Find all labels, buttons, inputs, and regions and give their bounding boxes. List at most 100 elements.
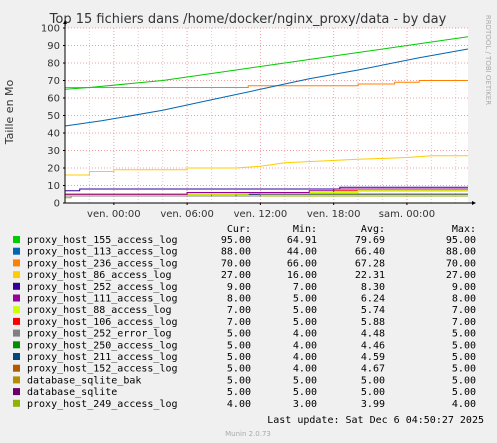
legend-value-avg: 66.40 — [355, 247, 385, 258]
legend-value-cur: 7.00 — [227, 305, 251, 316]
legend-series-name: proxy_host_113_access_log — [27, 247, 178, 258]
legend-value-min: 5.00 — [293, 317, 317, 328]
legend-swatch — [13, 341, 20, 349]
legend-value-avg: 22.31 — [355, 270, 385, 281]
legend-value-max: 27.00 — [446, 270, 476, 281]
legend-header-min: Min: — [293, 224, 317, 235]
legend-value-max: 9.00 — [452, 282, 476, 293]
legend-series-name: proxy_host_88_access_log — [27, 305, 172, 316]
legend-swatch — [13, 236, 20, 243]
legend-swatch — [13, 271, 20, 279]
legend-swatch — [13, 376, 20, 384]
legend-value-min: 16.00 — [287, 270, 317, 281]
legend-value-max: 5.00 — [452, 340, 476, 351]
x-tick-label: ven. 00:00 — [87, 209, 141, 220]
legend-value-avg: 5.88 — [361, 317, 385, 328]
legend-value-avg: 6.24 — [361, 294, 385, 305]
legend-value-min: 5.00 — [293, 294, 317, 305]
legend-swatch — [13, 247, 20, 255]
legend-value-avg: 8.30 — [361, 282, 385, 293]
legend-value-min: 4.00 — [293, 352, 317, 363]
legend-value-max: 5.00 — [452, 352, 476, 363]
y-tick-label: 40 — [47, 129, 60, 140]
legend-value-avg: 3.99 — [361, 399, 385, 410]
legend-series-name: proxy_host_236_access_log — [27, 258, 178, 269]
legend-value-min: 5.00 — [293, 375, 317, 386]
last-update-text: Last update: Sat Dec 6 04:50:27 2025 — [267, 415, 484, 426]
legend-value-cur: 8.00 — [227, 294, 251, 305]
series-line-proxy-host-249-access-log — [65, 195, 468, 199]
legend-swatch — [13, 282, 20, 290]
legend-value-cur: 70.00 — [221, 258, 251, 269]
series-line-proxy-host-155-access-log — [64, 36, 469, 90]
legend-swatch — [13, 388, 20, 396]
legend-series-name: proxy_host_152_access_log — [27, 364, 178, 375]
legend-swatch — [13, 259, 20, 267]
legend-value-max: 88.00 — [446, 247, 476, 258]
legend-value-cur: 4.00 — [227, 399, 251, 410]
legend-value-max: 5.00 — [452, 375, 476, 386]
legend-header-cur: Cur: — [227, 224, 251, 235]
legend-value-min: 4.00 — [293, 340, 317, 351]
legend-value-min: 64.91 — [287, 235, 317, 246]
legend-swatch — [13, 306, 20, 314]
legend-value-max: 7.00 — [452, 317, 476, 328]
x-tick-label: sam. 00:00 — [379, 209, 435, 220]
y-tick-label: 50 — [47, 111, 60, 122]
legend-value-cur: 5.00 — [227, 375, 251, 386]
legend-header-max: Max: — [452, 224, 476, 235]
legend-value-cur: 27.00 — [221, 270, 251, 281]
y-tick-label: 60 — [47, 94, 60, 105]
y-tick-label: 10 — [47, 181, 60, 192]
rrdtool-credit: RRDTOOL / TOBI OETIKER — [484, 15, 492, 105]
y-tick-label: 80 — [47, 59, 60, 70]
legend-value-min: 3.00 — [293, 399, 317, 410]
legend-value-min: 66.00 — [287, 258, 317, 269]
legend-series-name: proxy_host_111_access_log — [27, 294, 178, 305]
legend-swatch — [13, 329, 20, 337]
y-tick-label: 100 — [41, 24, 60, 35]
x-tick-label: ven. 18:00 — [307, 209, 361, 220]
legend-series-name: proxy_host_211_access_log — [27, 352, 178, 363]
legend-value-max: 4.00 — [452, 399, 476, 410]
legend-value-cur: 5.00 — [227, 352, 251, 363]
series-line-proxy-host-236-access-log — [65, 80, 468, 88]
legend-value-cur: 5.00 — [227, 329, 251, 340]
legend-value-avg: 4.67 — [361, 364, 385, 375]
legend-value-cur: 9.00 — [227, 282, 251, 293]
legend-value-avg: 5.74 — [361, 305, 385, 316]
y-tick-label: 90 — [47, 41, 60, 52]
y-tick-label: 30 — [47, 146, 60, 157]
legend-series-name: proxy_host_86_access_log — [27, 270, 172, 281]
series-line-proxy-host-252-access-log — [65, 186, 468, 192]
y-tick-label: 70 — [47, 76, 60, 87]
legend-value-avg: 4.59 — [361, 352, 385, 363]
legend-series-name: proxy_host_155_access_log — [27, 235, 178, 246]
legend-swatch — [13, 294, 20, 302]
y-tick-label: 20 — [47, 164, 60, 175]
munin-version: Munin 2.0.73 — [225, 430, 271, 438]
legend-swatch — [13, 317, 20, 325]
legend-value-cur: 5.00 — [227, 387, 251, 398]
legend-value-min: 44.00 — [287, 247, 317, 258]
legend-value-min: 5.00 — [293, 387, 317, 398]
legend-value-max: 5.00 — [452, 364, 476, 375]
legend-swatch — [13, 364, 20, 372]
legend-value-avg: 79.69 — [355, 235, 385, 246]
legend-series-name: database_sqlite_bak — [27, 375, 141, 386]
legend-value-cur: 95.00 — [221, 235, 251, 246]
legend-series-name: database_sqlite — [27, 387, 117, 398]
legend-value-min: 7.00 — [293, 282, 317, 293]
legend-value-min: 4.00 — [293, 329, 317, 340]
legend-value-cur: 5.00 — [227, 340, 251, 351]
x-axis-arrow — [472, 201, 476, 205]
legend-value-cur: 5.00 — [227, 364, 251, 375]
legend-value-min: 5.00 — [293, 305, 317, 316]
y-axis-label: Taille en Mo — [3, 79, 16, 145]
x-tick-label: ven. 06:00 — [160, 209, 214, 220]
legend-value-max: 70.00 — [446, 258, 476, 269]
legend-swatch — [13, 353, 20, 360]
legend-series-name: proxy_host_250_access_log — [27, 340, 178, 351]
legend-value-max: 8.00 — [452, 294, 476, 305]
